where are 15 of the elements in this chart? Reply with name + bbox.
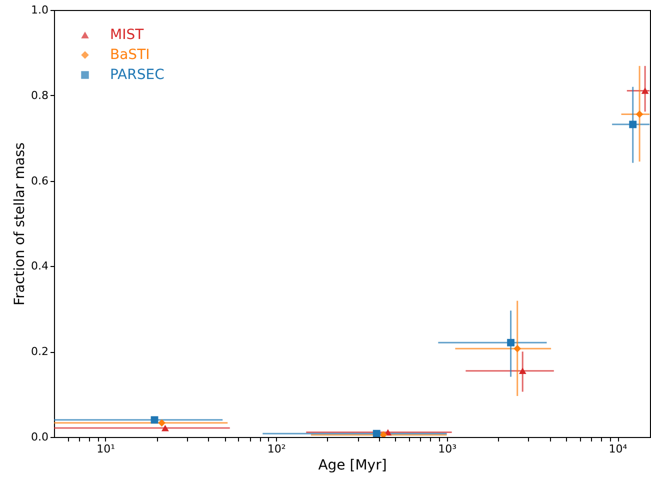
y-axis-title: Fraction of stellar mass (12, 142, 28, 306)
x-tick-label: 10² (267, 442, 286, 456)
y-tick-label: 0.6 (31, 174, 48, 188)
y-tick-label: 0.4 (31, 260, 48, 273)
x-axis-title: Age [Myr] (318, 458, 387, 474)
y-tick-label: 0.8 (31, 88, 48, 102)
legend-label: PARSEC (110, 67, 165, 83)
x-tick-label: 10³ (438, 442, 457, 456)
y-tick-label: 0.2 (31, 345, 48, 358)
x-tick-label: 10¹ (96, 442, 116, 456)
y-tick-label: 1.0 (31, 4, 48, 16)
legend-label: BaSTI (110, 47, 150, 63)
legend-label: MIST (110, 27, 144, 43)
y-tick-label: 0.0 (31, 430, 48, 444)
x-tick-label: 10⁴ (608, 442, 628, 456)
